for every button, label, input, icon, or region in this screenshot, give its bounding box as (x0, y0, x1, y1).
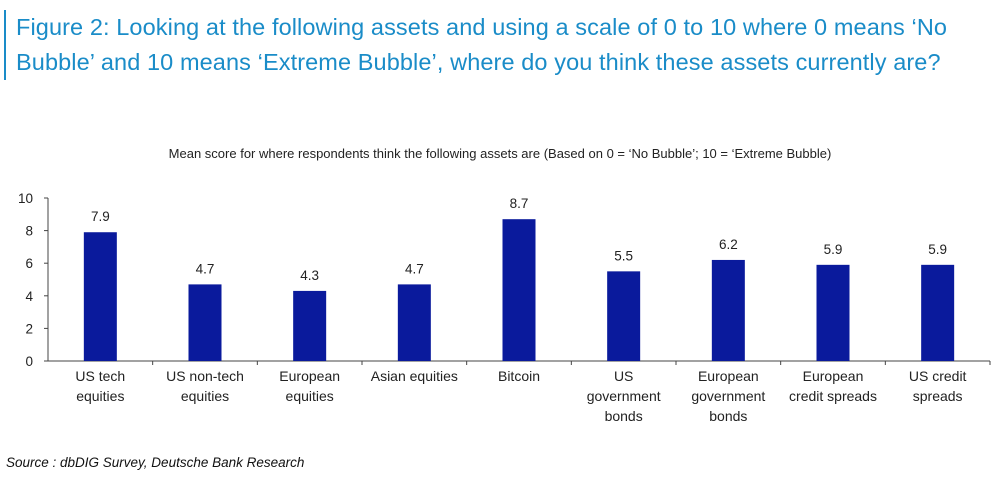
bar (188, 284, 222, 361)
x-category-label: US (614, 368, 633, 384)
data-label: 7.9 (91, 209, 110, 224)
x-category-label: Bitcoin (498, 368, 540, 384)
x-category-label: government (587, 388, 661, 404)
x-category-label: equities (76, 388, 124, 404)
x-category-label: government (691, 388, 765, 404)
bars (83, 219, 955, 361)
data-labels: 7.9 4.7 4.3 4.7 8.7 5.5 6.2 5.9 5.9 (91, 196, 947, 283)
x-category-label: European (279, 368, 340, 384)
data-label: 4.7 (405, 261, 424, 276)
x-category-label: bonds (709, 408, 747, 424)
bar (607, 271, 641, 361)
x-category-label: US non-tech (166, 368, 244, 384)
x-category-label: equities (286, 388, 334, 404)
x-category-label: US credit (909, 368, 967, 384)
y-tick-label: 10 (18, 191, 33, 206)
source-note: Source : dbDIG Survey, Deutsche Bank Res… (6, 455, 305, 470)
bar (711, 259, 745, 361)
bar (502, 219, 536, 361)
x-category-label: spreads (913, 388, 963, 404)
x-axis-categories: US tech equities US non-tech equities Europe… (75, 361, 991, 424)
data-label: 4.3 (300, 268, 319, 283)
x-category-label: credit spreads (789, 388, 877, 404)
bar (397, 284, 431, 361)
chart-title: Mean score for where respondents think t… (168, 146, 832, 161)
data-label: 6.2 (719, 237, 738, 252)
bar (83, 232, 117, 361)
y-tick-label: 4 (25, 289, 33, 304)
x-category-label: US tech (75, 368, 125, 384)
y-tick-label: 0 (25, 354, 33, 369)
x-category-label: equities (181, 388, 229, 404)
x-category-label: European (803, 368, 864, 384)
bar (816, 264, 850, 361)
figure-title-block: Figure 2: Looking at the following asset… (4, 10, 997, 80)
figure-title: Figure 2: Looking at the following asset… (16, 14, 948, 75)
data-label: 5.9 (824, 242, 843, 257)
y-tick-label: 6 (25, 256, 33, 271)
x-category-label: European (698, 368, 759, 384)
data-label: 5.5 (614, 248, 633, 263)
x-category-label: bonds (605, 408, 643, 424)
bar (293, 290, 327, 361)
x-category-label: Asian equities (371, 368, 458, 384)
y-tick-label: 2 (25, 321, 33, 336)
data-label: 5.9 (928, 242, 947, 257)
bar-chart: 0 2 4 6 8 10 7.9 4.7 4.3 4.7 8.7 5.5 6.2 5.9 5.9 US t… (18, 191, 991, 424)
data-label: 4.7 (196, 261, 215, 276)
data-label: 8.7 (510, 196, 529, 211)
bar (921, 264, 955, 361)
y-tick-label: 8 (25, 224, 33, 239)
